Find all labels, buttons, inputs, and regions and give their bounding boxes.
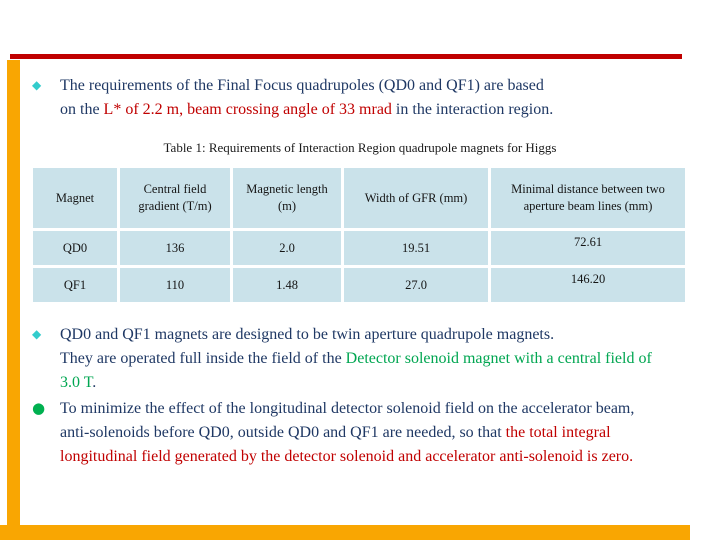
header-minimal-distance: Minimal distance between two aperture be… [491,168,685,228]
bullet-3-red: the total integral longitudinal field ge… [60,424,634,465]
cell-min-distance: 146.20 [491,268,685,302]
bullet-3-text: To minimize the effect of the longitudin… [60,400,634,465]
left-border-bar [7,60,20,540]
bullet-2-text: QD0 and QF1 magnets are designed to be t… [60,326,652,391]
cell-magnet: QD0 [33,231,117,265]
bullet-point-anti-solenoids: ● To minimize the effect of the longitud… [30,397,652,469]
bullet-2-end: . [92,374,97,391]
header-magnetic-length: Magnetic length (m) [233,168,341,228]
bullet-point-requirements: ◆ The requirements of the Final Focus qu… [30,74,652,122]
header-central-field-gradient: Central field gradient (T/m) [120,168,230,228]
table-row-qf1: QF1 110 1.48 27.0 146.20 [33,268,685,302]
bullet-1-line-2-red: L* of 2.2 m, beam crossing angle of 33 m… [103,101,392,118]
lower-bullets: ◆ QD0 and QF1 magnets are designed to be… [30,323,652,469]
top-accent-line [10,54,682,59]
cell-length: 2.0 [233,231,341,265]
bullet-2-green: Detector solenoid magnet with a central … [60,350,652,391]
cell-min-distance: 72.61 [491,231,685,265]
bullet-1-line-2-end: in the interaction region. [391,101,554,118]
diamond-bullet-icon: ◆ [32,78,42,92]
table-header-row: Magnet Central field gradient (T/m) Magn… [33,168,685,228]
cell-gfr: 27.0 [344,268,488,302]
requirements-table: Magnet Central field gradient (T/m) Magn… [30,165,688,305]
cell-magnet: QF1 [33,268,117,302]
bottom-border-bar [0,525,690,540]
bullet-point-twin-aperture: ◆ QD0 and QF1 magnets are designed to be… [30,323,652,395]
cell-gradient: 110 [120,268,230,302]
bullet-2-blue: They are operated full inside the field … [60,350,346,367]
diamond-bullet-icon: ◆ [32,327,42,341]
bullet-1-line-1: The requirements of the Final Focus quad… [60,77,544,94]
cell-gradient: 136 [120,231,230,265]
table-caption: Table 1: Requirements of Interaction Reg… [163,140,557,155]
header-width-of-gfr: Width of GFR (mm) [344,168,488,228]
bullet-2-line-1: QD0 and QF1 magnets are designed to be t… [60,326,555,343]
cell-length: 1.48 [233,268,341,302]
circle-bullet-icon: ● [32,399,46,417]
bullet-1-text: The requirements of the Final Focus quad… [60,77,553,118]
table-row-qd0: QD0 136 2.0 19.51 72.61 [33,231,685,265]
bullet-3-blue: To minimize the effect of the longitudin… [60,400,635,441]
bullet-1-line-2-blue: on the [60,101,104,118]
header-magnet: Magnet [33,168,117,228]
cell-gfr: 19.51 [344,231,488,265]
